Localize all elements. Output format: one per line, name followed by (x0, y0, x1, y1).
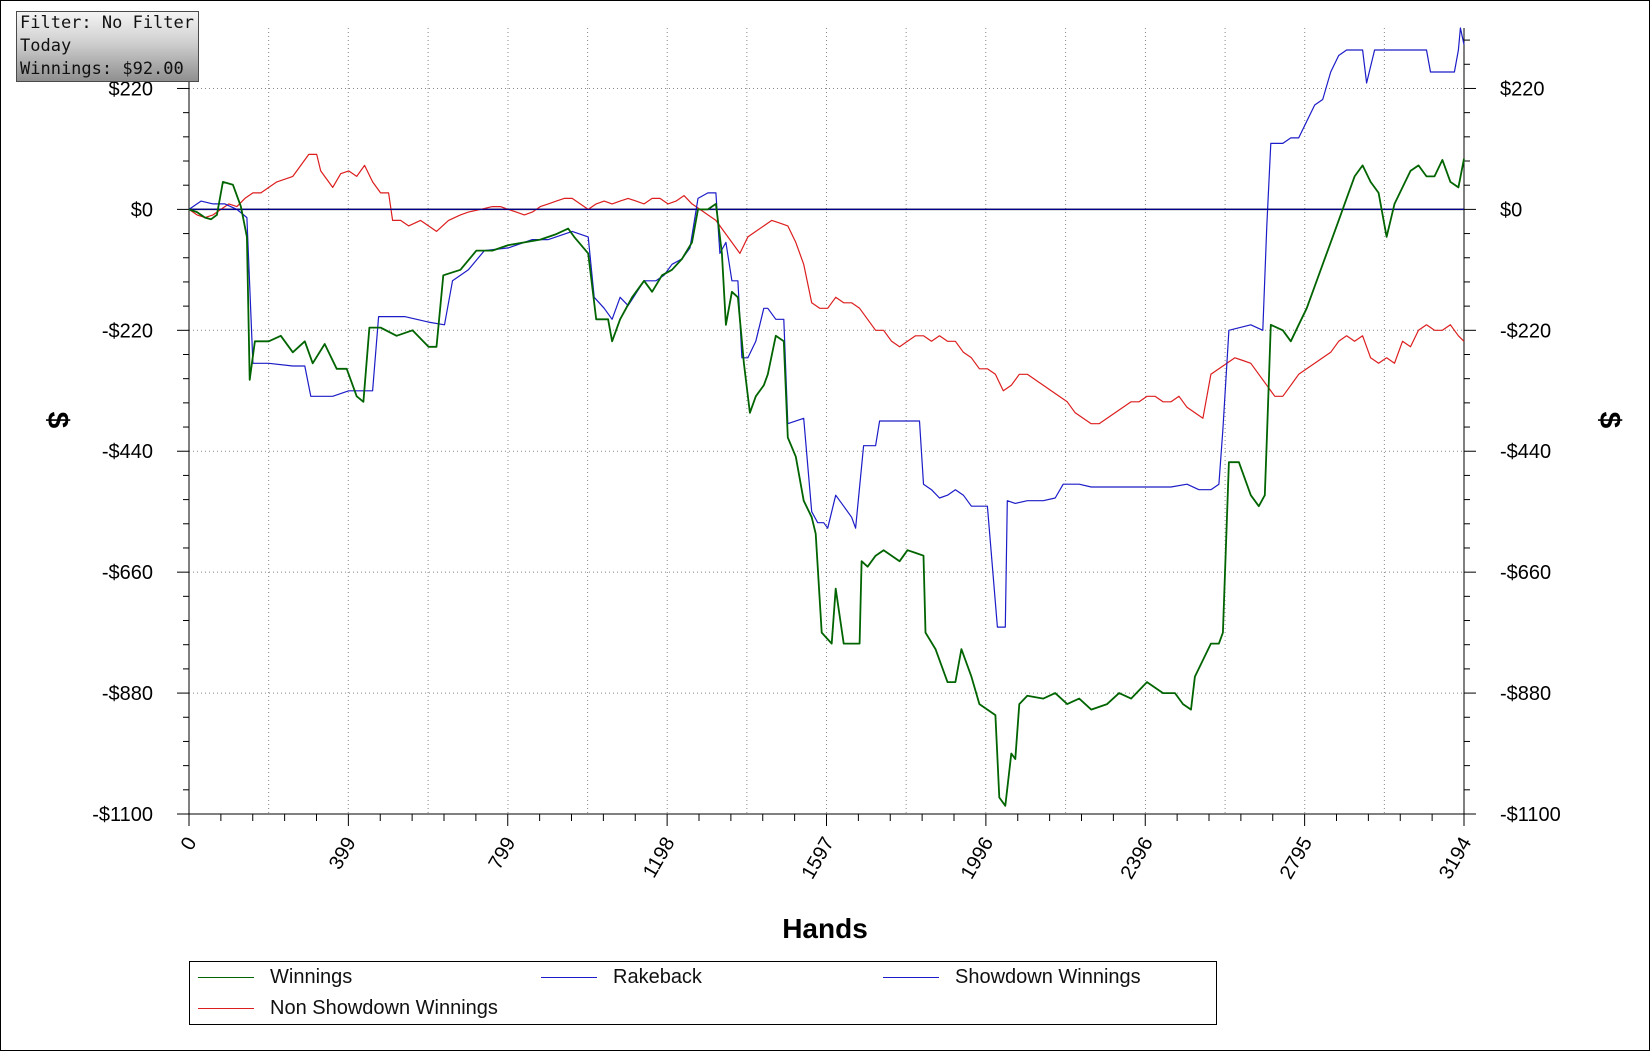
legend-swatch-winnings (198, 976, 254, 978)
y-tick-label-left: -$660 (102, 562, 153, 584)
x-axis-title: Hands (782, 913, 868, 944)
y-tick-label-right: -$880 (1500, 683, 1551, 705)
series-line-non-showdown-winnings (188, 153, 1465, 425)
legend-item-rakeback: Rakeback (533, 962, 702, 992)
y-tick-label-right: $0 (1500, 199, 1522, 221)
series-layer (188, 27, 1465, 807)
y-tick-label-left: -$1100 (92, 804, 153, 826)
y-tick-label-right: -$1100 (1500, 804, 1561, 826)
filter-label: Filter: No Filter (20, 13, 194, 33)
y-axis-title-right: $ (1593, 412, 1626, 429)
legend-item-non-showdown-winnings: Non Showdown Winnings (190, 993, 498, 1023)
legend-swatch-rakeback (541, 976, 597, 978)
legend-label-non-showdown-winnings: Non Showdown Winnings (270, 996, 498, 1019)
y-tick-label-right: -$220 (1500, 320, 1551, 342)
y-tick-label-right: -$440 (1500, 441, 1551, 463)
legend-label-showdown-winnings: Showdown Winnings (955, 965, 1141, 988)
legend-item-winnings: Winnings (190, 962, 352, 992)
y-tick-label-left: $0 (131, 199, 153, 221)
legend-label-rakeback: Rakeback (613, 965, 702, 988)
x-tick-label: 2396 (1116, 834, 1157, 884)
x-tick-label: 2795 (1276, 834, 1317, 884)
x-tick-label: 3194 (1435, 834, 1476, 884)
x-tick-label: 1597 (798, 834, 839, 884)
x-tick-label: 799 (485, 834, 521, 874)
y-tick-label-left: -$220 (102, 320, 153, 342)
x-tick-label: 399 (325, 834, 361, 874)
legend-swatch-non-showdown-winnings (198, 1007, 254, 1009)
x-tick-label: 0 (177, 834, 202, 855)
x-tick-label: 1198 (639, 834, 680, 882)
legend-swatch-showdown-winnings (883, 976, 939, 978)
y-tick-label-right: -$660 (1500, 562, 1551, 584)
series-line-winnings (188, 158, 1465, 807)
chart-legend: Winnings Rakeback Showdown Winnings Non … (189, 961, 1217, 1025)
y-tick-label-left: $220 (109, 78, 154, 100)
y-axis-title-left: $ (41, 412, 74, 429)
filter-info-box: Filter: No Filter Today Winnings: $92.00 (16, 11, 199, 82)
series-line-showdown-winnings (188, 27, 1465, 628)
y-tick-label-left: -$880 (102, 683, 153, 705)
legend-label-winnings: Winnings (270, 965, 353, 988)
legend-item-showdown-winnings: Showdown Winnings (875, 962, 1141, 992)
date-range-label: Today (20, 36, 72, 56)
grid-layer (189, 28, 1464, 814)
y-tick-label-right: $220 (1500, 78, 1545, 100)
x-tick-label: 1996 (957, 834, 998, 884)
winnings-total-label: Winnings: $92.00 (20, 59, 184, 79)
y-tick-label-left: -$440 (102, 441, 153, 463)
